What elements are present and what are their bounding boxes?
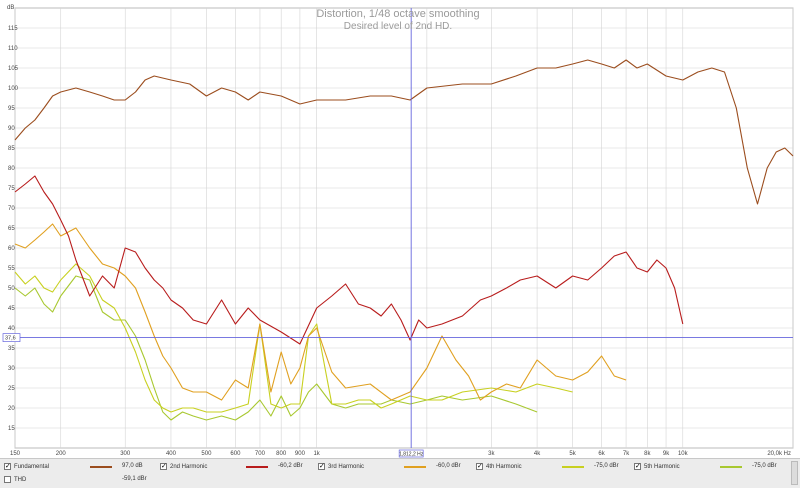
y-tick-label: 40 (8, 326, 15, 332)
series-layer (14, 59, 794, 421)
cursor-x-readout: 1,812,2 Hz (399, 452, 424, 458)
x-tick-label: 150 (10, 451, 21, 457)
x-tick-label: 200 (56, 451, 67, 457)
x-tick-label: 8k (644, 451, 651, 457)
y-tick-label: 90 (8, 126, 15, 132)
legend-item[interactable]: THD (4, 474, 26, 485)
x-tick-label: 300 (120, 451, 131, 457)
x-tick-label: 5k (569, 451, 576, 457)
series-line (14, 59, 794, 205)
y-tick-label: 65 (8, 226, 15, 232)
legend-swatch (404, 466, 426, 468)
legend-item[interactable]: ✓ Fundamental (4, 461, 49, 472)
legend-swatch (246, 466, 268, 468)
y-tick-label: 15 (8, 426, 15, 432)
legend-label: 5th Harmonic (644, 463, 680, 470)
cursor-y-readout: 37,6 (5, 336, 16, 342)
chart-subtitle: Desired level of 2nd HD. (344, 21, 452, 32)
legend-swatch (562, 466, 584, 468)
x-tick-label: 9k (663, 451, 670, 457)
y-unit-label: dB (7, 5, 14, 11)
series-line (14, 175, 684, 345)
x-tick-label: 20,0k Hz (767, 451, 791, 457)
x-tick-label: 7k (623, 451, 630, 457)
y-tick-label: 80 (8, 166, 15, 172)
series-line (14, 223, 627, 401)
x-tick-label: 800 (276, 451, 287, 457)
legend-checkbox[interactable] (4, 476, 11, 483)
legend-item[interactable]: ✓ 3rd Harmonic (318, 461, 364, 472)
legend-value: -60,2 dBr (278, 463, 303, 469)
cursor[interactable]: 37,6 1,812,2 Hz (2, 8, 793, 458)
distortion-chart[interactable]: 37,6 1,812,2 Hz 15 20 25 30 35 40 45 50 55 60 65 70 7… (0, 0, 800, 458)
legend-checkbox[interactable]: ✓ (634, 463, 641, 470)
legend-value: -60,0 dBr (436, 463, 461, 469)
y-tick-label: 70 (8, 206, 15, 212)
y-tick-label: 30 (8, 366, 15, 372)
cursor-x-readout-box (398, 449, 424, 458)
y-tick-label: 50 (8, 286, 15, 292)
y-tick-label: 45 (8, 306, 15, 312)
series-line (14, 275, 538, 421)
legend-checkbox[interactable]: ✓ (160, 463, 167, 470)
chart-title: Distortion, 1/48 octave smoothing (316, 8, 479, 20)
axes: 15 20 25 30 35 40 45 50 55 60 65 70 75 80 85 90 95 100 105… (8, 26, 791, 457)
x-tick-label: 1k (313, 451, 320, 457)
legend-label: 3rd Harmonic (328, 463, 365, 470)
y-tick-label: 110 (8, 46, 18, 52)
y-tick-label: 25 (8, 386, 15, 392)
legend-value: -59,1 dBr (122, 476, 147, 482)
y-tick-label: 115 (8, 26, 18, 32)
legend-label: 4th Harmonic (486, 463, 522, 470)
x-tick-label: 4k (534, 451, 541, 457)
legend-checkbox[interactable]: ✓ (4, 463, 11, 470)
x-tick-label: 500 (201, 451, 212, 457)
x-tick-label: 6k (598, 451, 605, 457)
legend-bar: ✓ Fundamental 97,0 dB ✓ 2nd Harmonic -60,2 dB… (0, 458, 800, 488)
legend-value: 97,0 dB (122, 463, 143, 469)
grid (14, 7, 794, 449)
x-tick-label: 600 (230, 451, 241, 457)
legend-swatch (720, 466, 742, 468)
x-tick-label: 10k (678, 451, 689, 457)
legend-checkbox[interactable]: ✓ (318, 463, 325, 470)
y-tick-label: 95 (8, 106, 15, 112)
legend-value: -75,0 dBr (752, 463, 777, 469)
legend-checkbox[interactable]: ✓ (476, 463, 483, 470)
x-tick-label: 400 (166, 451, 177, 457)
y-tick-label: 85 (8, 146, 15, 152)
legend-item[interactable]: ✓ 2nd Harmonic (160, 461, 207, 472)
y-tick-label: 75 (8, 186, 15, 192)
x-tick-label: 3k (488, 451, 495, 457)
legend-label: 2nd Harmonic (170, 463, 208, 470)
x-tick-label: 700 (255, 451, 266, 457)
legend-label: Fundamental (14, 463, 50, 470)
chart-background (0, 0, 800, 458)
y-tick-label: 100 (8, 86, 19, 92)
legend-swatch (90, 466, 112, 468)
y-tick-label: 20 (8, 406, 15, 412)
series-line (14, 263, 573, 413)
legend-item[interactable]: ✓ 5th Harmonic (634, 461, 680, 472)
x-tick-label: 900 (295, 451, 306, 457)
legend-item[interactable]: ✓ 4th Harmonic (476, 461, 522, 472)
legend-label: THD (14, 476, 27, 483)
legend-scrollbar[interactable] (791, 461, 798, 485)
legend-value: -75,0 dBr (594, 463, 619, 469)
y-tick-label: 55 (8, 266, 15, 272)
y-tick-label: 60 (8, 246, 15, 252)
y-tick-label: 105 (8, 66, 19, 72)
y-tick-label: 35 (8, 346, 15, 352)
cursor-y-readout-box (2, 333, 21, 342)
